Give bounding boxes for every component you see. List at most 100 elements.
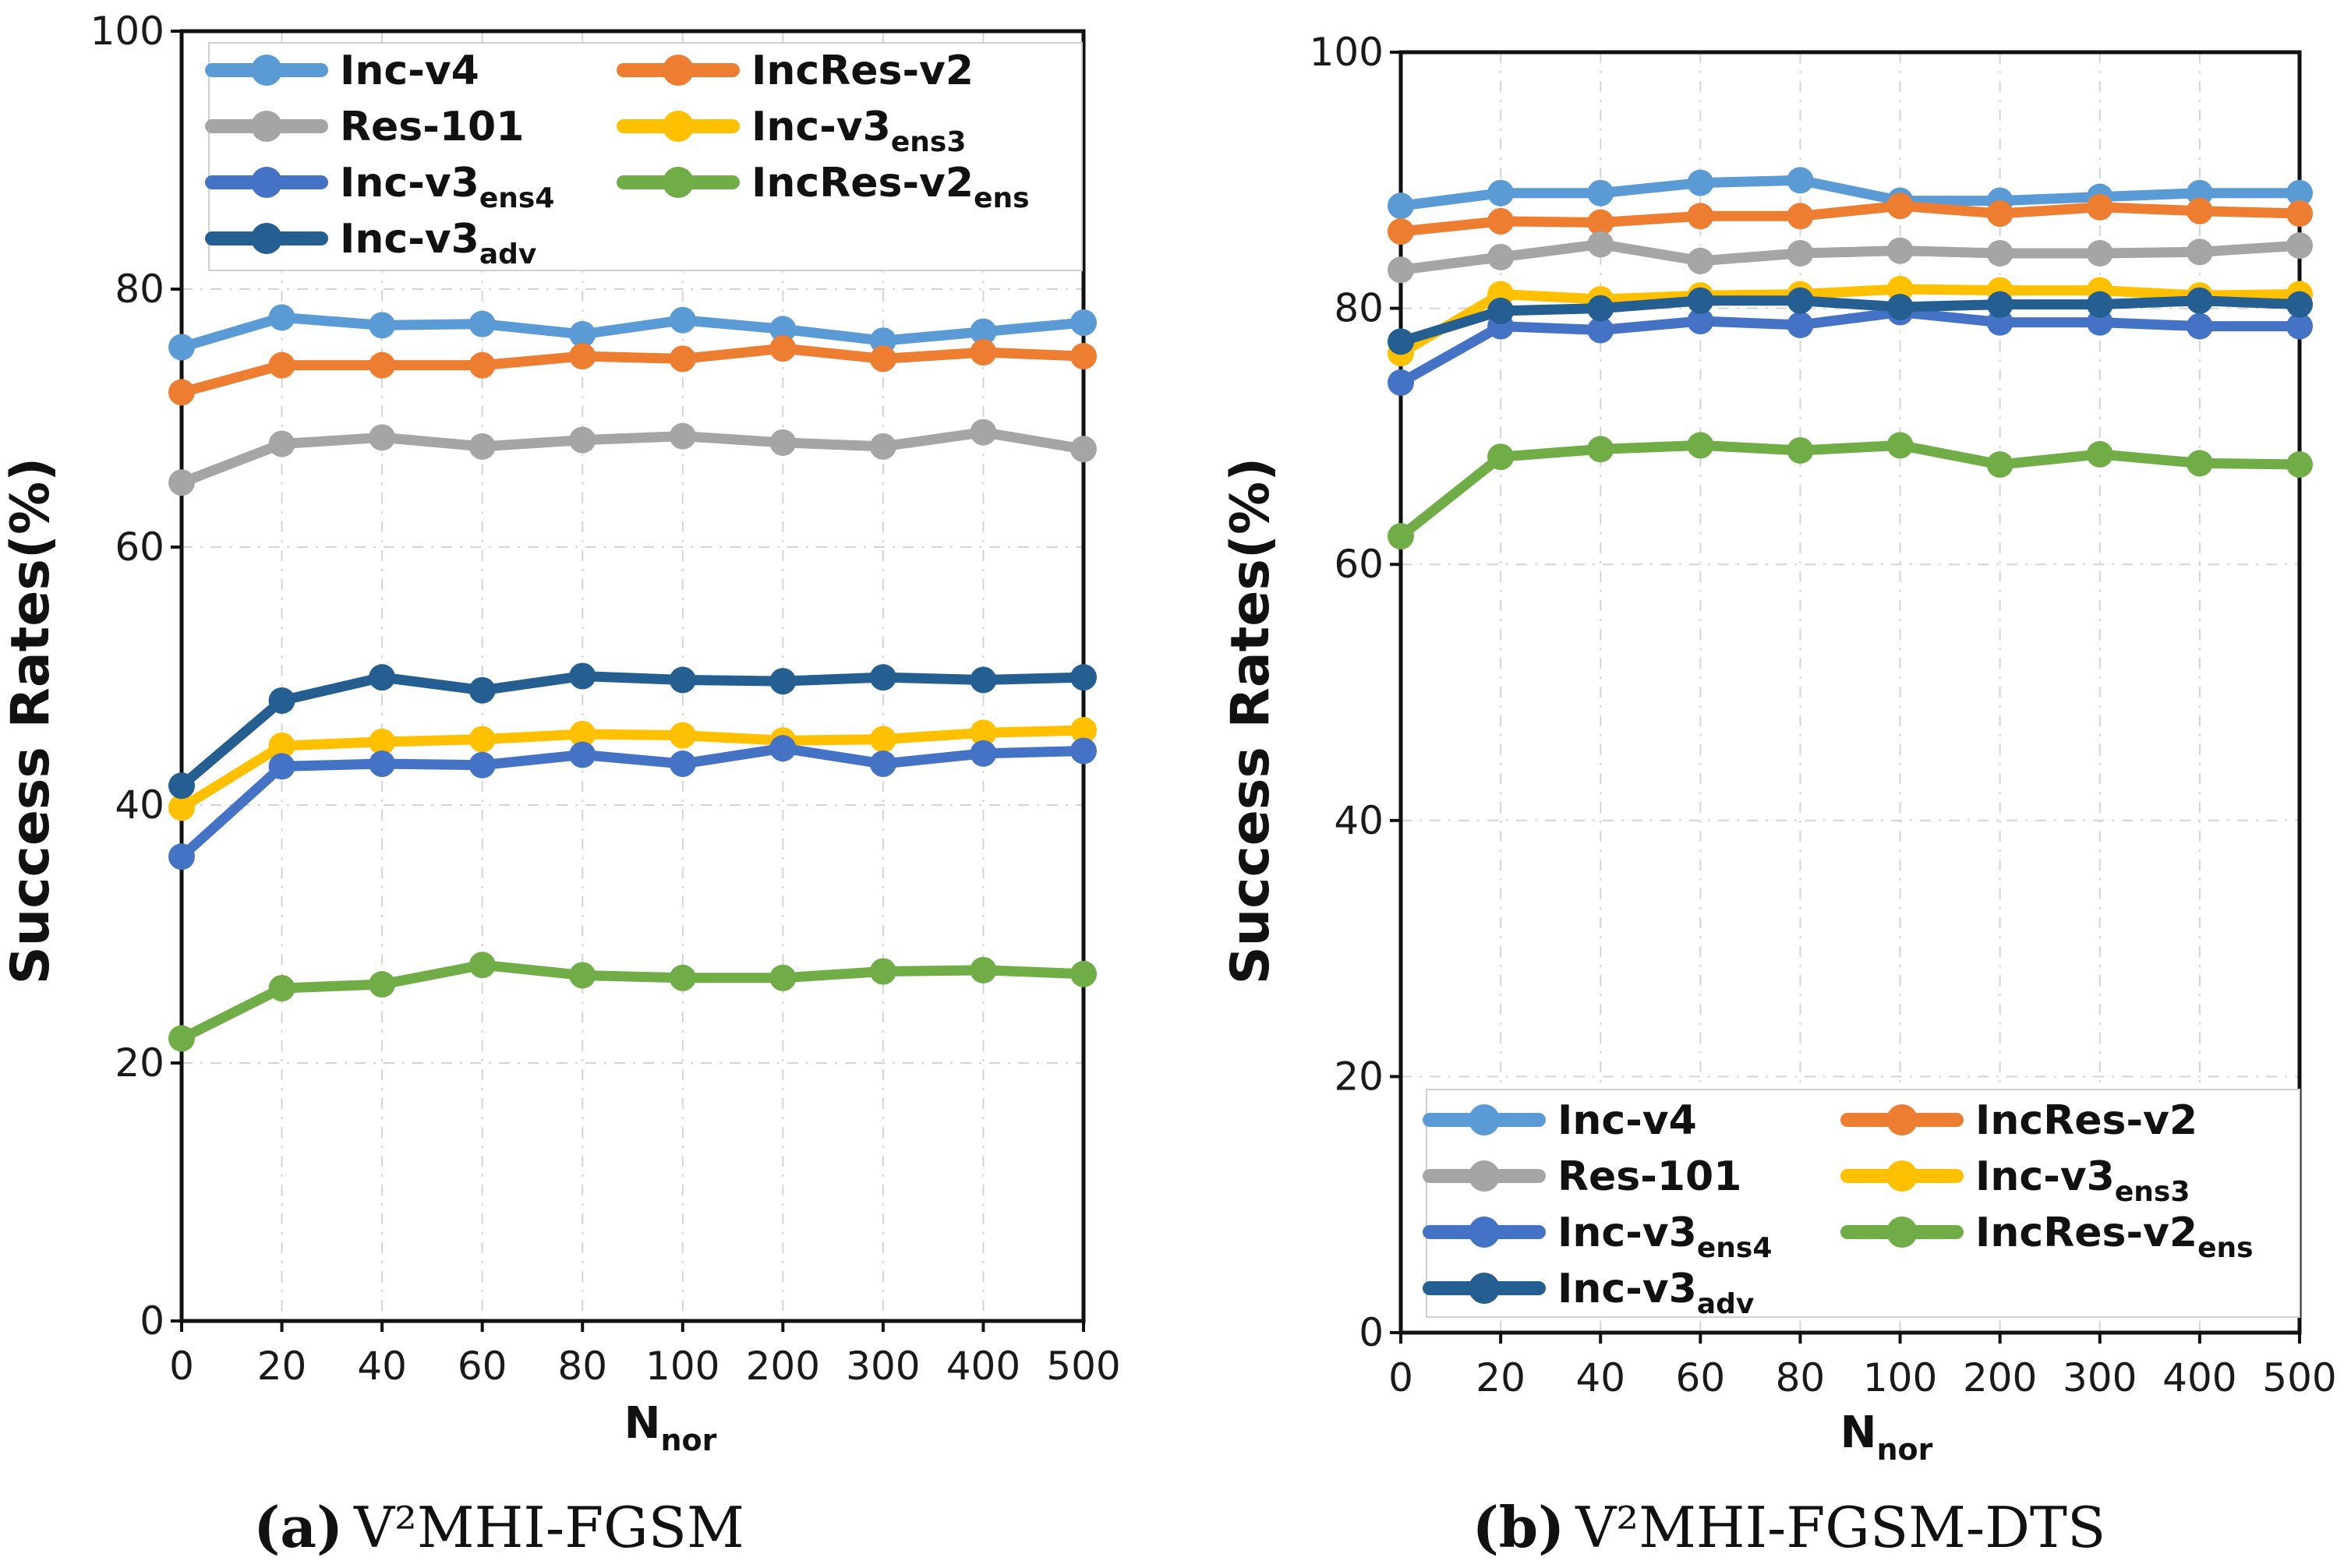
- chart-b-ytick-label: 0: [1359, 1310, 1384, 1355]
- chart-b-legend-entry-marker: [1469, 1217, 1500, 1248]
- chart-b-series-inc-v3-ens4-point: [1687, 308, 1714, 335]
- chart-b-legend-entry-label: Res-101: [1557, 1153, 1741, 1200]
- chart-b-legend-entry-label: Inc-v3ens3: [1975, 1153, 2190, 1208]
- chart-b-series-inc-v3-adv-point: [1687, 287, 1714, 314]
- chart-b-legend-entry-label-sub: ens3: [2115, 1176, 2190, 1208]
- chart-a-xtick-label: 20: [257, 1344, 307, 1389]
- caption-a: (a) V²MHI-FGSM: [253, 1494, 744, 1560]
- chart-b-xtick-label: 500: [2262, 1355, 2336, 1400]
- chart-a-series-inc-v4-line: [176, 312, 1089, 352]
- chart-b-x-axis-label: Nnor: [1840, 1407, 1933, 1467]
- chart-a-series-incres-v2-point: [1070, 343, 1097, 370]
- chart-b-series-res-101-point: [2286, 232, 2313, 260]
- chart-b-series-res-101-point: [2086, 239, 2113, 267]
- chart-b-legend-entry-marker: [1469, 1104, 1500, 1135]
- chart-b-legend-entry-label: IncRes-v2ens: [1975, 1210, 2254, 1264]
- chart-a-legend-entry-marker: [251, 223, 282, 254]
- chart-a-series-res-101-point: [669, 422, 696, 450]
- chart-a-xtick-label: 400: [946, 1344, 1020, 1389]
- chart-b-series-res-101-line: [1395, 238, 2305, 275]
- chart-b-legend-entry-label: Inc-v3adv: [1557, 1266, 1754, 1320]
- chart-b-legend-entry-label-name: IncRes-v2: [1975, 1210, 2197, 1256]
- chart-a-legend-entry-label-sub: ens3: [891, 126, 967, 158]
- chart-a-series-inc-v3-ens4-point: [669, 750, 696, 778]
- chart-a-series-res-101-point: [468, 433, 496, 460]
- chart-b-series-res-101-point: [1388, 256, 1414, 284]
- chart-b-series-incres-v2-ens-point: [1986, 451, 2013, 479]
- chart-a-series-incres-v2-ens-point: [769, 964, 797, 991]
- chart-a-series-inc-v3-adv-point: [369, 664, 396, 691]
- chart-b-series-inc-v3-adv-point: [1886, 293, 1914, 320]
- chart-a-series-incres-v2-line: [176, 343, 1089, 397]
- chart-a-series-inc-v3-ens4-point: [869, 750, 896, 778]
- chart-a-legend-entry-label-name: Res-101: [340, 104, 524, 150]
- chart-a-series-incres-v2-point: [268, 351, 295, 379]
- chart-b-series-res-101-point: [1787, 239, 1814, 267]
- chart-a-series-inc-v4-point: [769, 316, 797, 343]
- chart-a-xtick-label: 200: [746, 1344, 820, 1389]
- chart-a-xtick-label: 40: [357, 1344, 407, 1389]
- chart-b-legend-entry-marker: [1469, 1273, 1500, 1304]
- chart-b-x-axis-label-sub: nor: [1876, 1432, 1932, 1467]
- chart-a-legend-entry-marker: [663, 55, 694, 86]
- chart-a-series-inc-v3-ens3-point: [669, 722, 696, 749]
- chart-a-series-incres-v2-ens-point: [268, 975, 295, 1002]
- chart-a-xtick-label: 60: [458, 1344, 507, 1389]
- chart-b-legend-entry-label-sub: ens: [2197, 1232, 2253, 1264]
- chart-b-series-incres-v2-point: [1787, 203, 1814, 230]
- chart-a-series-incres-v2-ens-line: [176, 959, 1089, 1044]
- chart-b-series-inc-v3-adv-point: [2086, 291, 2113, 318]
- chart-a-series-incres-v2-point: [569, 343, 596, 370]
- chart-b-series-incres-v2-point: [2286, 200, 2313, 228]
- chart-b-legend-box: [1426, 1089, 2300, 1318]
- chart-a-series-inc-v3-adv-point: [468, 676, 496, 704]
- chart-b-series-inc-v4-point: [1487, 179, 1515, 207]
- chart-a-series-inc-v3-ens4-line: [176, 743, 1089, 862]
- chart-a-series-inc-v4-point: [369, 312, 396, 339]
- chart-b-legend-entry-label-name: Res-101: [1557, 1153, 1741, 1200]
- chart-a-series-incres-v2-ens-point: [669, 964, 696, 991]
- chart-a-series-inc-v4-point: [268, 304, 295, 331]
- chart-a-series-inc-v3-adv-point: [970, 666, 997, 694]
- chart-b-legend-entry-label-name: IncRes-v2: [1975, 1097, 2197, 1144]
- chart-a-series-incres-v2-point: [168, 379, 195, 406]
- chart-a-series-incres-v2-point: [468, 351, 496, 379]
- chart-a-series-inc-v3-ens3-point: [569, 720, 596, 747]
- caption-b-text: V²MHI-FGSM-DTS: [1575, 1495, 2105, 1560]
- chart-a-series-incres-v2-ens-point: [369, 971, 396, 998]
- chart-b-ytick-label: 80: [1334, 286, 1384, 331]
- chart-a-xtick-label: 0: [169, 1344, 194, 1389]
- chart-a-legend-entry-label: IncRes-v2: [751, 48, 974, 94]
- chart-b-legend-entry-marker: [1886, 1104, 1918, 1135]
- chart-b-series-inc-v3-ens3-line: [1395, 284, 2305, 358]
- chart-a-legend-entry-label: IncRes-v2ens: [751, 160, 1030, 214]
- chart-b-series-inc-v3-adv-point: [2286, 291, 2313, 318]
- chart-a-y-axis-label: Success Rates(%): [0, 457, 62, 984]
- chart-a-legend-entry-label-name: Inc-v4: [340, 48, 479, 94]
- chart-a-series-inc-v3-ens4-point: [369, 750, 396, 778]
- chart-b-series-res-101-point: [1587, 231, 1614, 258]
- chart-b-xtick-label: 20: [1476, 1355, 1526, 1400]
- caption-a-text: V²MHI-FGSM: [353, 1495, 744, 1560]
- chart-a-series-inc-v3-adv-point: [669, 666, 696, 694]
- chart-a-ytick-label: 20: [115, 1040, 164, 1086]
- chart-b-xtick-label: 300: [2063, 1355, 2137, 1400]
- chart-a-series-inc-v3-ens3-point: [268, 732, 295, 759]
- chart-a-legend-entry-marker: [251, 111, 282, 142]
- chart-b-xtick-label: 60: [1676, 1355, 1726, 1400]
- chart-b-series-incres-v2-line: [1395, 200, 2305, 237]
- chart-b-series-inc-v3-adv-point: [1487, 297, 1515, 324]
- chart-a-series-inc-v3-adv-point: [869, 664, 896, 691]
- chart-a-series-inc-v3-adv-point: [769, 668, 797, 695]
- caption-b: (b) V²MHI-FGSM-DTS: [1473, 1494, 2106, 1560]
- chart-a-series-incres-v2-ens-point: [468, 952, 496, 979]
- chart-b-series-incres-v2-ens-point: [1388, 523, 1414, 550]
- chart-b-legend-entry-marker: [1886, 1160, 1918, 1192]
- chart-b-legend-entry-label: Inc-v3ens4: [1557, 1210, 1772, 1264]
- chart-a-series-incres-v2-point: [970, 339, 997, 366]
- chart-b-series-res-101-point: [1986, 239, 2013, 267]
- chart-b-series-inc-v3-ens4-point: [1388, 369, 1414, 396]
- chart-b-series-inc-v3-adv-point: [1986, 291, 2013, 318]
- chart-a-series-res-101-point: [369, 424, 396, 451]
- chart-b-series-inc-v3-ens4-point: [2286, 313, 2313, 340]
